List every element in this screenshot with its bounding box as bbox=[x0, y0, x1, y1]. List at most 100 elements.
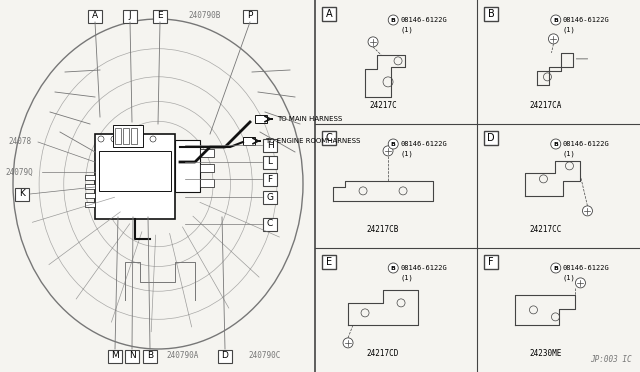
Text: B: B bbox=[554, 141, 558, 147]
Bar bbox=[263, 173, 277, 186]
Bar bbox=[123, 128, 129, 144]
Bar bbox=[88, 10, 102, 22]
Text: F: F bbox=[488, 257, 494, 267]
Text: 24217CD: 24217CD bbox=[367, 350, 399, 359]
Text: (1): (1) bbox=[563, 27, 575, 33]
Bar bbox=[95, 134, 175, 219]
Text: 08146-6122G: 08146-6122G bbox=[400, 17, 447, 23]
Text: A: A bbox=[326, 9, 332, 19]
Text: D: D bbox=[221, 352, 228, 360]
Bar bbox=[85, 193, 95, 198]
Bar bbox=[263, 218, 277, 231]
Circle shape bbox=[343, 338, 353, 348]
Text: C: C bbox=[326, 133, 332, 143]
Bar bbox=[123, 10, 137, 22]
Bar bbox=[113, 125, 143, 147]
Text: K: K bbox=[19, 189, 25, 199]
Bar bbox=[322, 255, 336, 269]
Text: 240790B: 240790B bbox=[189, 12, 221, 20]
Bar bbox=[99, 151, 171, 191]
Text: E: E bbox=[157, 12, 163, 20]
Text: (1): (1) bbox=[400, 27, 413, 33]
Text: JP:003 IC: JP:003 IC bbox=[590, 355, 632, 364]
Text: C: C bbox=[267, 219, 273, 228]
Bar bbox=[263, 138, 277, 151]
Text: TO ENGINE ROOMHARNESS: TO ENGINE ROOMHARNESS bbox=[265, 138, 360, 144]
Text: 24217CC: 24217CC bbox=[529, 225, 562, 234]
Text: 08146-6122G: 08146-6122G bbox=[563, 17, 609, 23]
Bar bbox=[85, 202, 95, 207]
Bar bbox=[125, 350, 139, 362]
Bar bbox=[263, 155, 277, 169]
Text: A: A bbox=[92, 12, 98, 20]
Circle shape bbox=[551, 139, 561, 149]
Text: D: D bbox=[487, 133, 495, 143]
Bar bbox=[175, 140, 200, 192]
Text: B: B bbox=[554, 17, 558, 22]
Bar bbox=[143, 350, 157, 362]
Text: F: F bbox=[268, 174, 273, 183]
Circle shape bbox=[383, 146, 393, 156]
Bar bbox=[322, 7, 336, 21]
Circle shape bbox=[388, 15, 398, 25]
Bar bbox=[484, 255, 498, 269]
Text: G: G bbox=[266, 192, 273, 202]
Text: E: E bbox=[326, 257, 332, 267]
Circle shape bbox=[575, 278, 586, 288]
Bar bbox=[85, 175, 95, 180]
Circle shape bbox=[551, 15, 561, 25]
Bar bbox=[322, 131, 336, 145]
Text: (1): (1) bbox=[400, 275, 413, 281]
Text: (1): (1) bbox=[563, 275, 575, 281]
Circle shape bbox=[388, 263, 398, 273]
Text: 24217C: 24217C bbox=[369, 102, 397, 110]
Bar bbox=[200, 149, 214, 157]
Text: J: J bbox=[129, 12, 131, 20]
Text: TO MAIN HARNESS: TO MAIN HARNESS bbox=[277, 116, 342, 122]
Text: N: N bbox=[129, 352, 136, 360]
Text: B: B bbox=[147, 352, 153, 360]
Bar bbox=[218, 350, 232, 362]
Bar bbox=[484, 131, 498, 145]
Text: 08146-6122G: 08146-6122G bbox=[563, 141, 609, 147]
Bar bbox=[108, 350, 122, 362]
Circle shape bbox=[551, 263, 561, 273]
Circle shape bbox=[582, 206, 593, 216]
Circle shape bbox=[368, 37, 378, 47]
Text: B: B bbox=[554, 266, 558, 270]
Bar bbox=[200, 164, 214, 172]
Bar bbox=[115, 128, 121, 144]
Bar bbox=[263, 190, 277, 203]
Text: M: M bbox=[111, 352, 119, 360]
Bar bbox=[243, 137, 255, 145]
Circle shape bbox=[548, 34, 559, 44]
Text: 24078: 24078 bbox=[8, 138, 31, 147]
Text: B: B bbox=[488, 9, 494, 19]
Bar bbox=[200, 179, 214, 187]
Bar bbox=[243, 10, 257, 22]
Text: (1): (1) bbox=[563, 151, 575, 157]
Text: 08146-6122G: 08146-6122G bbox=[400, 265, 447, 271]
Text: 24217CB: 24217CB bbox=[367, 225, 399, 234]
Text: 24230ME: 24230ME bbox=[529, 350, 562, 359]
Text: (1): (1) bbox=[400, 151, 413, 157]
Text: H: H bbox=[267, 141, 273, 150]
Text: B: B bbox=[391, 141, 396, 147]
Text: 24079Q: 24079Q bbox=[5, 167, 33, 176]
Text: L: L bbox=[268, 157, 273, 167]
Text: B: B bbox=[391, 266, 396, 270]
Text: 08146-6122G: 08146-6122G bbox=[400, 141, 447, 147]
Text: 24217CA: 24217CA bbox=[529, 102, 562, 110]
Bar bbox=[153, 10, 167, 22]
Circle shape bbox=[388, 139, 398, 149]
Bar bbox=[15, 187, 29, 201]
Text: B: B bbox=[391, 17, 396, 22]
Text: 240790A: 240790A bbox=[167, 352, 199, 360]
Bar bbox=[85, 184, 95, 189]
Bar bbox=[131, 128, 137, 144]
Bar bbox=[255, 115, 267, 123]
Text: P: P bbox=[247, 12, 253, 20]
Text: 08146-6122G: 08146-6122G bbox=[563, 265, 609, 271]
Text: 240790C: 240790C bbox=[249, 352, 281, 360]
Bar bbox=[484, 7, 498, 21]
